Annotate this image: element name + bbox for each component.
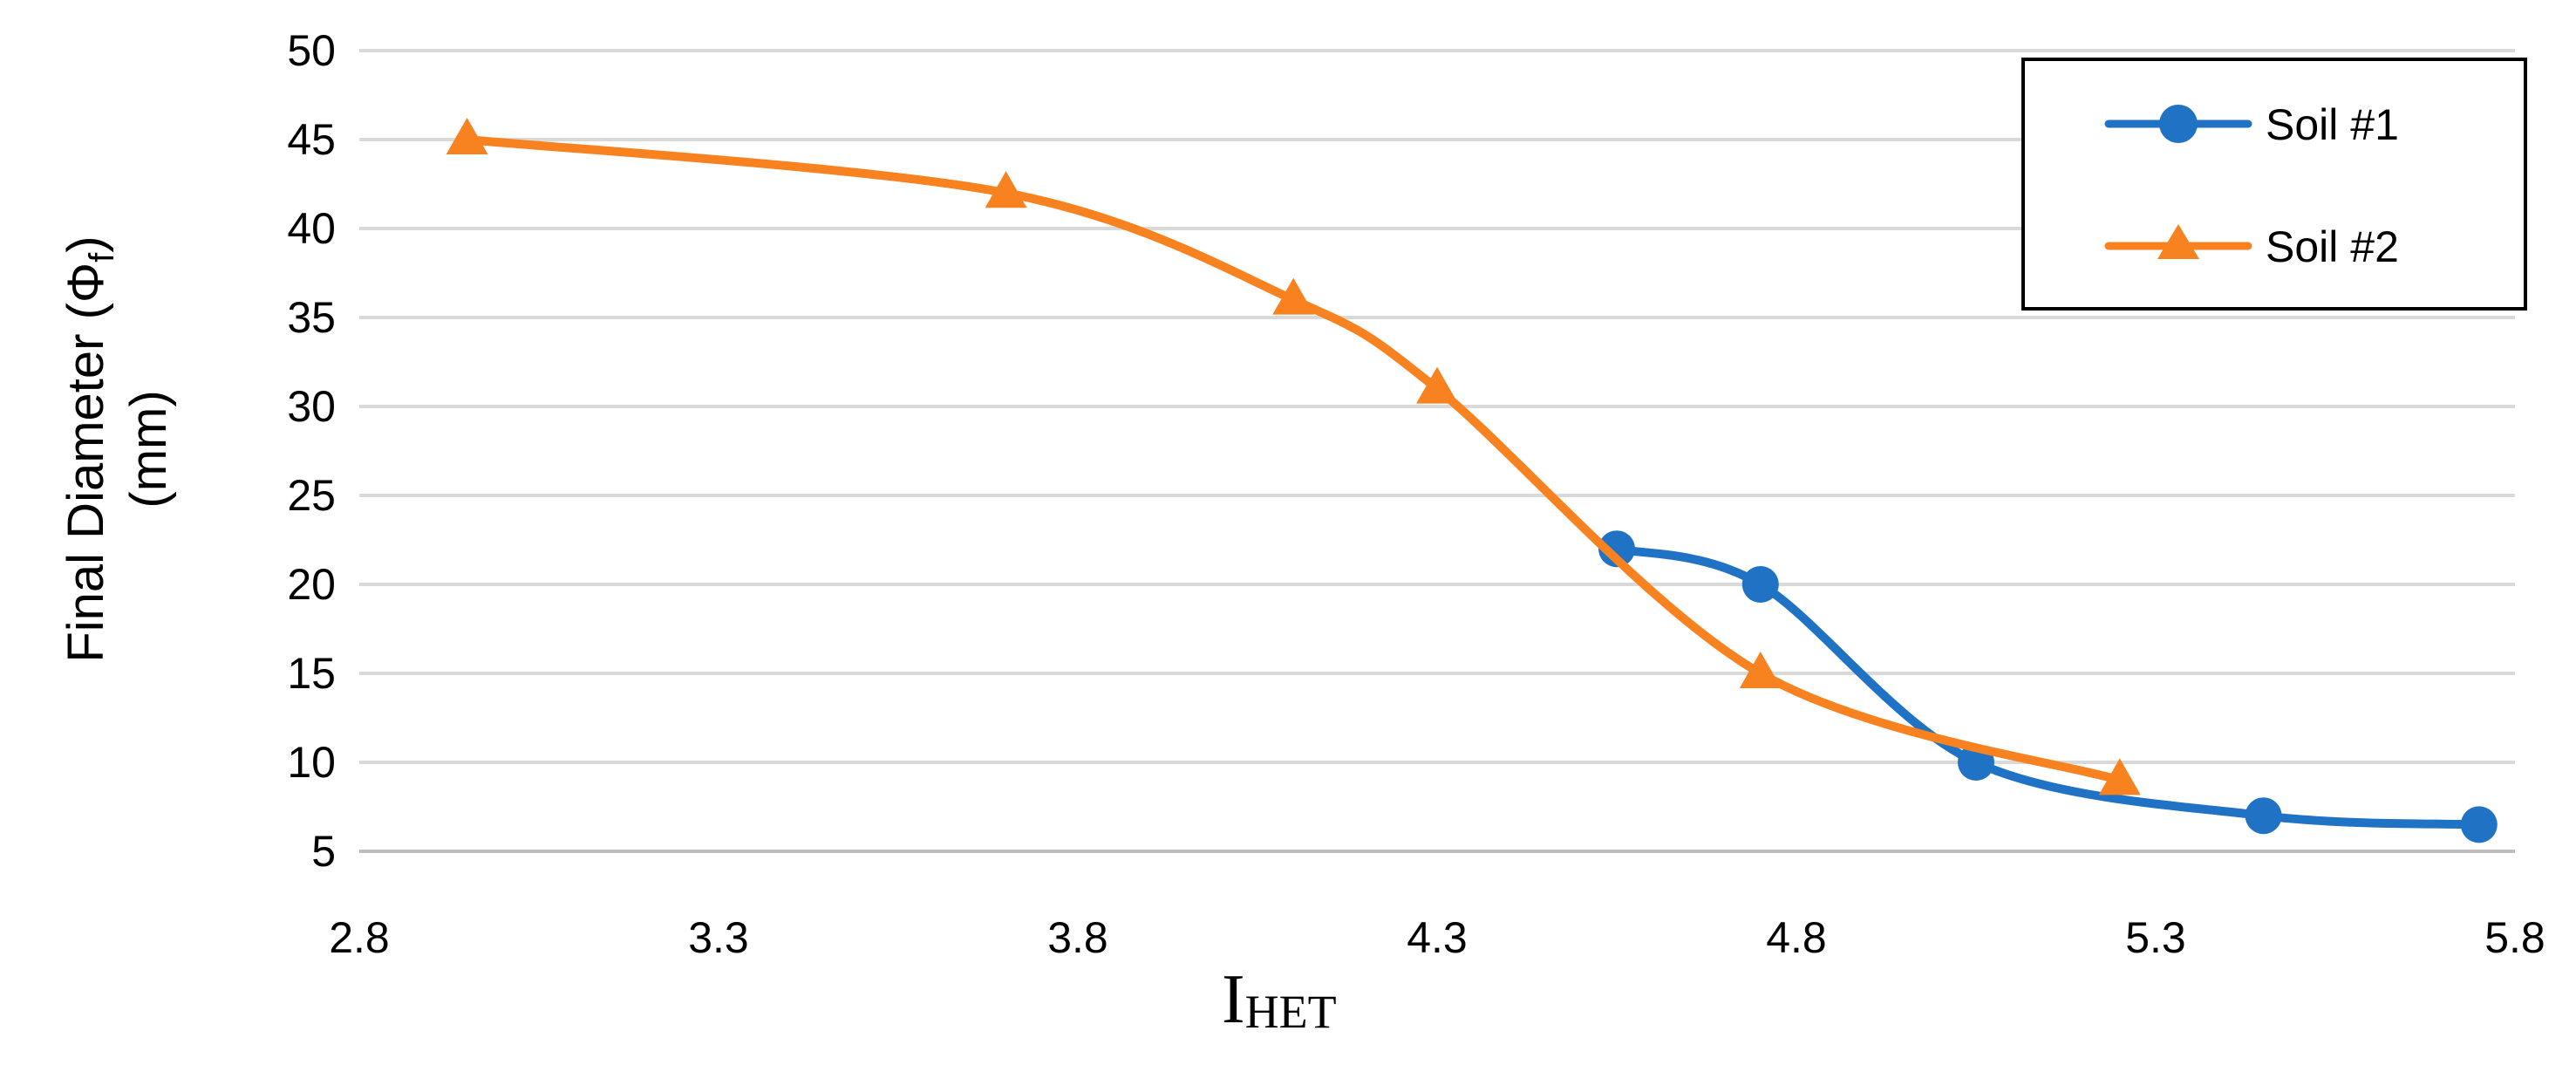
legend-label-soil-1: Soil #1 <box>2266 100 2399 149</box>
data-point-circle <box>1741 566 1779 603</box>
legend-marker-soil-2 <box>2157 224 2199 259</box>
y-tick-label: 15 <box>287 649 336 698</box>
series-layer <box>446 118 2498 843</box>
x-tick-label: 5.8 <box>2484 913 2545 962</box>
x-tick-labels: 2.8 3.3 3.8 4.3 4.8 5.3 5.8 <box>329 913 2545 962</box>
y-tick-label: 40 <box>287 204 336 253</box>
y-tick-label: 50 <box>287 26 336 75</box>
data-point-triangle <box>1416 366 1458 404</box>
y-tick-label: 30 <box>287 382 336 431</box>
series-line <box>462 135 2124 785</box>
x-tick-label: 4.8 <box>1766 913 1827 962</box>
y-tick-label: 5 <box>311 827 336 876</box>
y-tick-label: 35 <box>287 293 336 342</box>
series-1 <box>1598 530 2498 843</box>
y-tick-label: 45 <box>287 115 336 164</box>
x-tick-label: 5.3 <box>2125 913 2186 962</box>
xlabel-main: I <box>1222 961 1245 1038</box>
data-point-triangle <box>1739 652 1782 688</box>
y-tick-label: 20 <box>287 560 336 609</box>
xlabel-sub: HET <box>1245 986 1337 1038</box>
data-point-circle <box>1598 530 1635 568</box>
data-point-triangle <box>446 118 488 154</box>
legend-marker-soil-1 <box>2159 105 2198 143</box>
ylabel-line1-suffix: ) <box>58 236 114 252</box>
ylabel-line2: (mm) <box>120 390 177 508</box>
legend-box <box>2021 58 2527 311</box>
x-tick-label: 2.8 <box>329 913 390 962</box>
legend: Soil #1 Soil #2 <box>2021 58 2527 311</box>
y-tick-label: 10 <box>287 738 336 787</box>
ylabel-line1-prefix: Final Diameter (Φ <box>58 263 114 663</box>
data-point-triangle <box>1272 277 1315 315</box>
x-tick-label: 3.8 <box>1047 913 1108 962</box>
data-point-circle <box>2460 806 2498 843</box>
x-axis-title: IHET <box>1222 961 1337 1038</box>
y-tick-label: 25 <box>287 471 336 520</box>
data-point-triangle <box>985 171 1027 208</box>
x-tick-label: 4.3 <box>1407 913 1468 962</box>
series-2 <box>446 118 2141 795</box>
legend-label-soil-2: Soil #2 <box>2266 222 2399 271</box>
y-axis-title: Final Diameter (Φf) (mm) <box>58 236 177 662</box>
x-tick-label: 3.3 <box>688 913 749 962</box>
gridlines <box>359 49 2515 764</box>
data-point-triangle <box>2098 758 2141 795</box>
y-tick-labels: 5 10 15 20 25 30 35 40 45 50 <box>287 26 336 876</box>
data-point-circle <box>2245 797 2282 835</box>
svg-text:Final Diameter (Φf): Final Diameter (Φf) <box>58 236 121 662</box>
ylabel-line1-sub: f <box>83 252 121 263</box>
